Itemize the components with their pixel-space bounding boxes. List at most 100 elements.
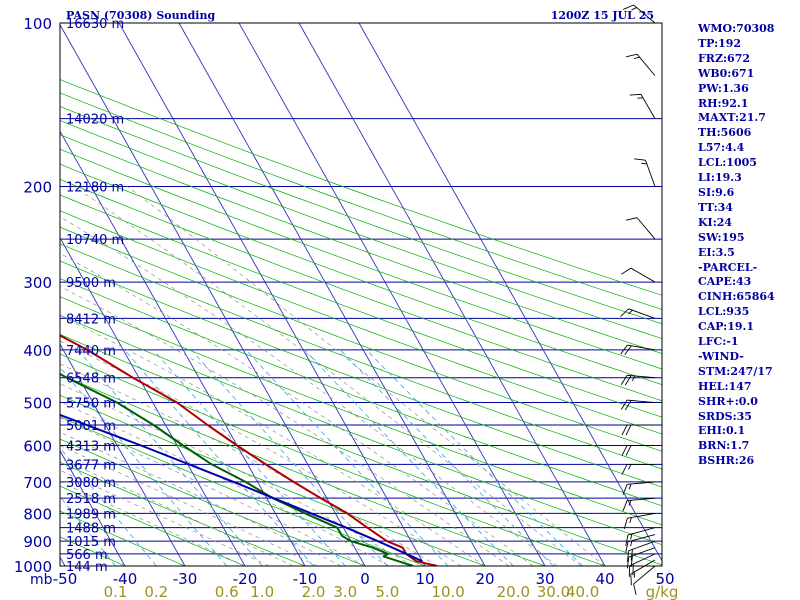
dry-adiabat (60, 226, 662, 452)
mixing-ratio-tick-label: 2.0 (302, 583, 326, 600)
index-item: KI:24 (698, 215, 733, 229)
wind-barb (623, 4, 656, 24)
temperature-tick-label: 50 (655, 570, 674, 588)
height-label: 566 m (66, 548, 108, 563)
dry-adiabat (60, 485, 246, 566)
moist-adiabat (60, 481, 246, 566)
index-item: LCL:1005 (698, 156, 757, 170)
height-label: 1989 m (66, 507, 116, 522)
pressure-tick-label: 600 (23, 438, 52, 456)
index-item: RH:92.1 (698, 96, 749, 110)
height-label: 7440 m (66, 344, 116, 359)
moist-adiabat (60, 431, 342, 566)
valid-time: 1200Z 15 JUL 25 (551, 9, 654, 22)
moist-adiabat (60, 252, 534, 566)
height-label: 8412 m (66, 312, 116, 327)
index-item: CAP:19.1 (698, 320, 755, 334)
dry-adiabat (60, 179, 662, 402)
height-label: 3080 m (66, 476, 116, 491)
pressure-tick-label: 500 (23, 395, 52, 413)
dry-adiabat (60, 106, 662, 325)
height-label: 3677 m (66, 458, 116, 473)
moist-adiabat (60, 216, 558, 566)
index-item: STM:247/17 (698, 364, 773, 378)
index-item: L57:4.4 (698, 141, 745, 155)
wind-barb (621, 267, 656, 283)
moist-adiabat (73, 186, 582, 566)
index-item: HEL:147 (698, 379, 752, 393)
dry-adiabat (60, 314, 662, 546)
mixing-ratio-line (366, 349, 583, 566)
temperature-tick-label: 30 (535, 570, 554, 588)
isotherm-line (238, 23, 546, 566)
height-label: 14020 m (66, 113, 124, 128)
wind-barb (634, 158, 656, 187)
mixing-ratio-line (304, 349, 514, 566)
mixing-ratio-tick-label: 1.0 (250, 583, 274, 600)
height-label: 2518 m (66, 492, 116, 507)
wind-barb (630, 559, 656, 586)
moist-adiabat (60, 363, 438, 566)
index-item: LI:19.3 (698, 171, 742, 185)
index-item: CAPE:43 (698, 275, 752, 289)
index-item: -WIND- (698, 349, 744, 363)
wind-barb (622, 497, 656, 512)
mixing-ratio-line (60, 366, 228, 566)
mixing-ratio-tick-label: 20.0 (497, 583, 530, 600)
parcel-trace (60, 413, 423, 563)
index-item: BSHR:26 (698, 454, 755, 468)
dewpoint-trace (60, 372, 414, 566)
temperature-tick-label: -10 (293, 570, 318, 588)
isotherm-line (358, 23, 662, 562)
height-label: 5001 m (66, 419, 116, 434)
index-item: MAXT:21.7 (698, 111, 766, 125)
wind-barb (622, 481, 656, 495)
temperature-tick-label: 40 (595, 570, 614, 588)
index-item: BRN:1.7 (698, 439, 750, 453)
wind-barb (625, 527, 656, 546)
plot-area (60, 23, 662, 566)
moist-adiabat (60, 469, 270, 566)
index-item: EHI:0.1 (698, 424, 746, 438)
temperature-tick-label: -50 (53, 570, 78, 588)
isotherm-line (298, 23, 606, 566)
moist-adiabat (60, 401, 390, 566)
mixing-ratio-tick-label: 0.2 (144, 583, 168, 600)
temperature-tick-label: -20 (233, 570, 258, 588)
wind-barb (620, 399, 656, 411)
temperature-trace (60, 334, 438, 566)
pressure-unit-label: mb (30, 572, 53, 588)
wind-barb (629, 93, 656, 119)
dry-adiabat (60, 394, 486, 566)
mixing-ratio-unit: g/kg (646, 583, 679, 600)
height-label: 1488 m (66, 522, 116, 537)
dry-adiabat (60, 134, 662, 354)
wind-barb (620, 374, 656, 386)
height-label: 9500 m (66, 276, 116, 291)
index-item: TP:192 (698, 36, 742, 50)
moist-adiabat (60, 417, 366, 566)
dry-adiabat (60, 353, 606, 566)
dry-adiabat (60, 333, 662, 566)
mixing-ratio-tick-label: 0.1 (104, 583, 128, 600)
pressure-tick-label: 400 (23, 342, 52, 360)
mixing-ratio-tick-label: 10.0 (431, 583, 464, 600)
temperature-tick-label: -30 (173, 570, 198, 588)
dry-adiabat (60, 92, 662, 310)
index-item: SI:9.6 (698, 185, 735, 199)
height-label: 5750 m (66, 397, 116, 412)
pressure-tick-label: 200 (23, 178, 52, 196)
isotherm-line (0, 23, 5, 566)
pressure-tick-label: 700 (23, 474, 52, 492)
height-label: 10740 m (66, 233, 124, 248)
mixing-ratio-line (77, 349, 263, 566)
dry-adiabat (60, 148, 662, 370)
isotherm-line (60, 449, 126, 566)
dry-adiabat (60, 194, 662, 418)
temperature-tick-label: 10 (415, 570, 434, 588)
dry-adiabat (60, 278, 662, 507)
index-item: SRDS:35 (698, 409, 752, 423)
height-label: 144 m (66, 560, 108, 575)
